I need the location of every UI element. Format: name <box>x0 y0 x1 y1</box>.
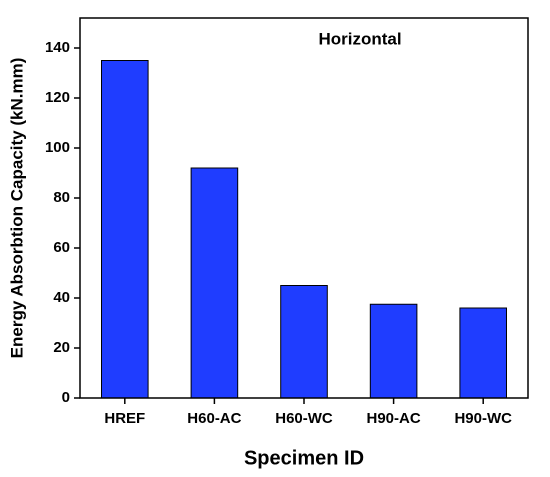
plot-frame <box>79 17 529 399</box>
x-tick-label: H90-WC <box>454 410 512 427</box>
bar <box>101 60 149 399</box>
y-axis-label: Energy Absorbtion Capacity (kN.mm) <box>7 58 26 359</box>
y-tick-label: 80 <box>53 189 70 206</box>
bar <box>190 167 239 399</box>
y-tick-label: 60 <box>53 239 70 256</box>
y-tick-label: 140 <box>45 39 70 56</box>
x-tick-label: H60-WC <box>275 410 333 427</box>
x-tick-label: H60-AC <box>187 410 241 427</box>
bar <box>459 307 507 399</box>
y-tick-label: 120 <box>45 89 70 106</box>
x-tick-label: HREF <box>104 410 145 427</box>
bar <box>369 303 418 399</box>
bar <box>280 285 328 399</box>
chart-title: Horizontal <box>318 29 401 48</box>
y-tick-label: 40 <box>53 289 70 306</box>
x-axis-label: Specimen ID <box>244 447 364 469</box>
y-tick-label: 100 <box>45 139 70 156</box>
y-tick-label: 0 <box>62 389 70 406</box>
y-tick-label: 20 <box>53 339 70 356</box>
x-tick-label: H90-AC <box>367 410 421 427</box>
